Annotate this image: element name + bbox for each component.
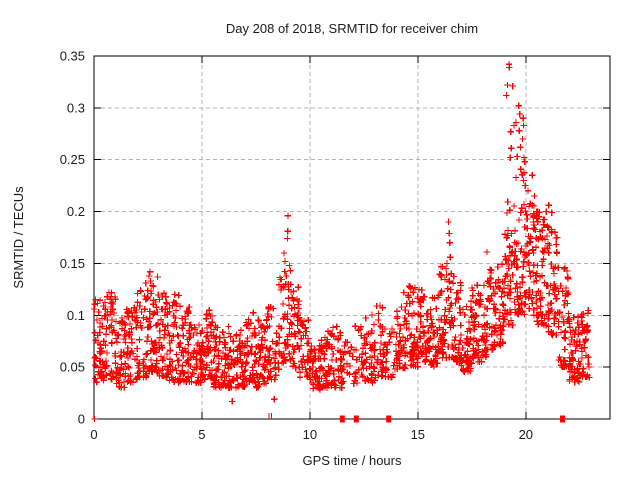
axes-border-path	[93, 55, 611, 420]
y-tick-label: 0.05	[60, 360, 85, 375]
y-tick-label: 0.25	[60, 152, 85, 167]
data-points	[91, 61, 593, 423]
x-axis-label: GPS time / hours	[303, 453, 402, 468]
y-tick-label: 0	[78, 412, 85, 427]
scatter-points-path	[91, 61, 593, 423]
y-tick-label: 0.3	[67, 100, 85, 115]
y-tick-label: 0.2	[67, 204, 85, 219]
y-axis-label: SRMTID / TECUs	[11, 186, 26, 289]
chart-title: Day 208 of 2018, SRMTID for receiver chi…	[226, 21, 478, 36]
x-tick-label: 20	[519, 427, 533, 442]
x-tick-label: 5	[198, 427, 205, 442]
tick-labels: 0 5 10 15 20 0 0.05 0.1 0.15 0.2 0.25 0.3 0.35	[60, 49, 533, 443]
plot-border-and-ticks	[93, 55, 611, 420]
zero-cluster-marker	[353, 415, 359, 423]
x-tick-label: 0	[90, 427, 97, 442]
x-tick-label: 10	[303, 427, 317, 442]
y-tick-label: 0.1	[67, 308, 85, 323]
y-tick-label: 0.35	[60, 49, 85, 64]
zero-cluster-marker	[560, 415, 565, 423]
y-tick-label: 0.15	[60, 256, 85, 271]
x-tick-label: 15	[411, 427, 425, 442]
zero-cluster-marker	[339, 415, 345, 423]
zero-cluster-marker	[386, 415, 392, 423]
